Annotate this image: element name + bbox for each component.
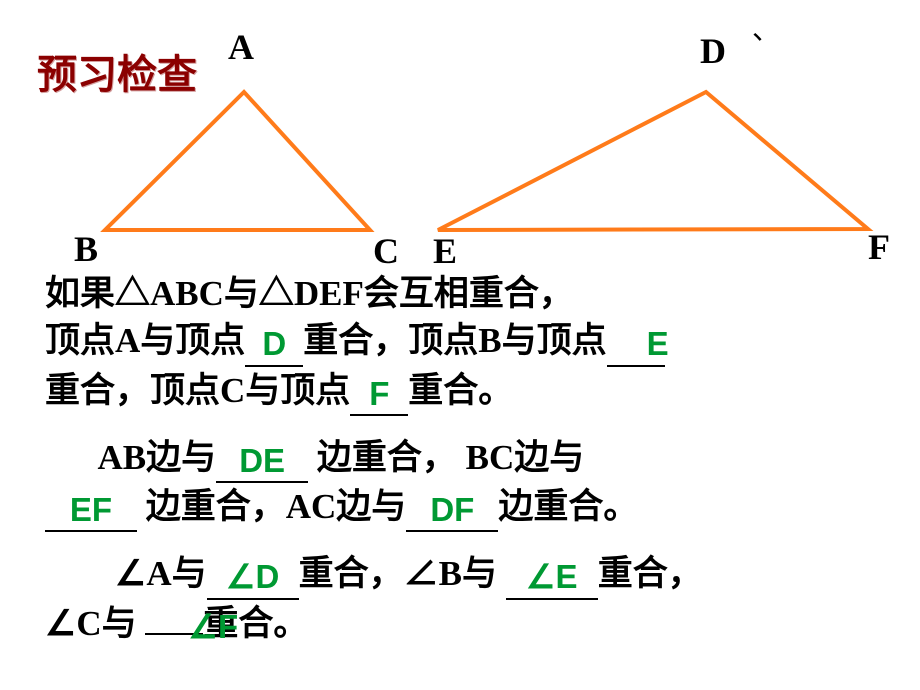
line4-pre: AB边与 — [98, 438, 217, 477]
blank-4: DE — [216, 434, 308, 483]
triangle-def — [438, 92, 868, 230]
vertex-a: A — [228, 26, 254, 68]
blank-6: DF — [406, 483, 498, 532]
line3-pre: 重合，顶点C与顶点 — [45, 371, 350, 410]
line5-post: 边重合。 — [498, 487, 638, 526]
line6-post: 重合， — [598, 554, 703, 593]
vertex-b: B — [74, 228, 98, 270]
blank-2: E — [607, 317, 665, 366]
line7-pre: ∠C与 — [45, 604, 145, 643]
line4-mid: 边重合， BC边与 — [308, 438, 584, 477]
line2-pre: 顶点A与顶点 — [45, 321, 245, 360]
answer-9-overlay: ∠F — [188, 608, 238, 645]
vertex-c: C — [373, 230, 399, 272]
blank-8: ∠E — [506, 550, 598, 599]
triangle-abc — [105, 92, 370, 230]
blank-7: ∠D — [207, 550, 299, 599]
line2-mid: 重合，顶点B与顶点 — [303, 321, 606, 360]
vertex-d: D — [700, 30, 726, 72]
line1: 如果△ABC与△DEF会互相重合， — [45, 274, 574, 313]
body-text: 如果△ABC与△DEF会互相重合， 顶点A与顶点D重合，顶点B与顶点E 重合，顶… — [45, 270, 875, 665]
blank-5: EF — [45, 483, 137, 532]
blank-1: D — [245, 317, 303, 366]
vertex-e: E — [433, 230, 457, 272]
vertex-f: F — [868, 226, 890, 268]
blank-3: F — [350, 367, 408, 416]
line6-pre: ∠A与 — [115, 554, 207, 593]
line5-mid: 边重合，AC边与 — [137, 487, 406, 526]
line3-post: 重合。 — [408, 371, 513, 410]
tick-mark: 、 — [752, 8, 780, 48]
line6-mid: 重合，∠B与 — [299, 554, 506, 593]
triangles-figure — [0, 30, 920, 290]
